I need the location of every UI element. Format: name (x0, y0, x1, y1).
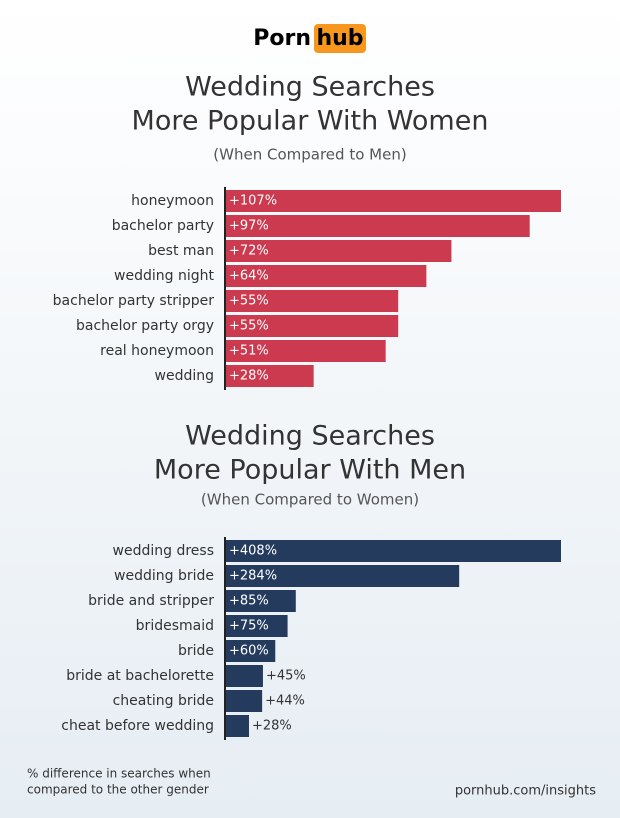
chart-title: Wedding Searches (185, 72, 435, 103)
value-label: +284% (229, 569, 277, 584)
bar (226, 190, 561, 212)
chart-subtitle: (When Compared to Women) (201, 491, 419, 509)
source: pornhub.com/insights (455, 784, 596, 799)
bar (226, 340, 386, 362)
chart-title: Wedding Searches (185, 421, 435, 452)
value-label: +75% (229, 619, 269, 634)
bar (226, 565, 460, 587)
bar (226, 640, 276, 662)
footnote: % difference in searches when (27, 767, 211, 781)
bar (226, 665, 263, 687)
footnote: compared to the other gender (27, 783, 209, 797)
category-label: bridesmaid (136, 618, 214, 634)
value-label: +85% (229, 594, 269, 609)
category-label: wedding dress (113, 543, 214, 559)
value-label: +28% (252, 719, 292, 734)
bar (226, 315, 399, 337)
bar (226, 590, 296, 612)
bar (226, 240, 452, 262)
category-label: bachelor party stripper (53, 293, 215, 309)
value-label: +55% (229, 294, 269, 309)
category-label: cheating bride (113, 693, 214, 709)
category-label: wedding bride (114, 568, 214, 584)
chart-title: More Popular With Women (132, 106, 489, 137)
category-label: wedding night (114, 268, 214, 284)
logo-left: Porn (253, 26, 311, 51)
value-label: +28% (229, 369, 269, 384)
value-label: +44% (265, 694, 305, 709)
category-label: honeymoon (131, 193, 214, 209)
category-label: wedding (155, 368, 215, 384)
value-label: +45% (266, 669, 306, 684)
value-label: +55% (229, 319, 269, 334)
bar (226, 715, 249, 737)
value-label: +72% (229, 244, 269, 259)
bar (226, 690, 263, 712)
bar (226, 615, 288, 637)
category-label: bride (178, 643, 214, 659)
bar (226, 365, 314, 387)
category-label: bachelor party (112, 218, 214, 234)
chart-title: More Popular With Men (154, 455, 466, 486)
category-label: bachelor party orgy (76, 318, 214, 334)
bar (226, 215, 530, 237)
logo-right: hub (316, 26, 363, 51)
bar (226, 540, 561, 562)
category-label: cheat before wedding (61, 718, 214, 734)
value-label: +107% (229, 194, 277, 209)
chart-subtitle: (When Compared to Men) (213, 146, 406, 164)
category-label: best man (148, 243, 214, 259)
bar (226, 265, 427, 287)
category-label: bride and stripper (88, 593, 214, 609)
value-label: +97% (229, 219, 269, 234)
logo-box (314, 24, 366, 53)
value-label: +64% (229, 269, 269, 284)
value-label: +60% (229, 644, 269, 659)
value-label: +51% (229, 344, 269, 359)
bar (226, 290, 399, 312)
category-label: real honeymoon (100, 343, 214, 359)
value-label: +408% (229, 544, 277, 559)
category-label: bride at bachelorette (66, 668, 214, 684)
